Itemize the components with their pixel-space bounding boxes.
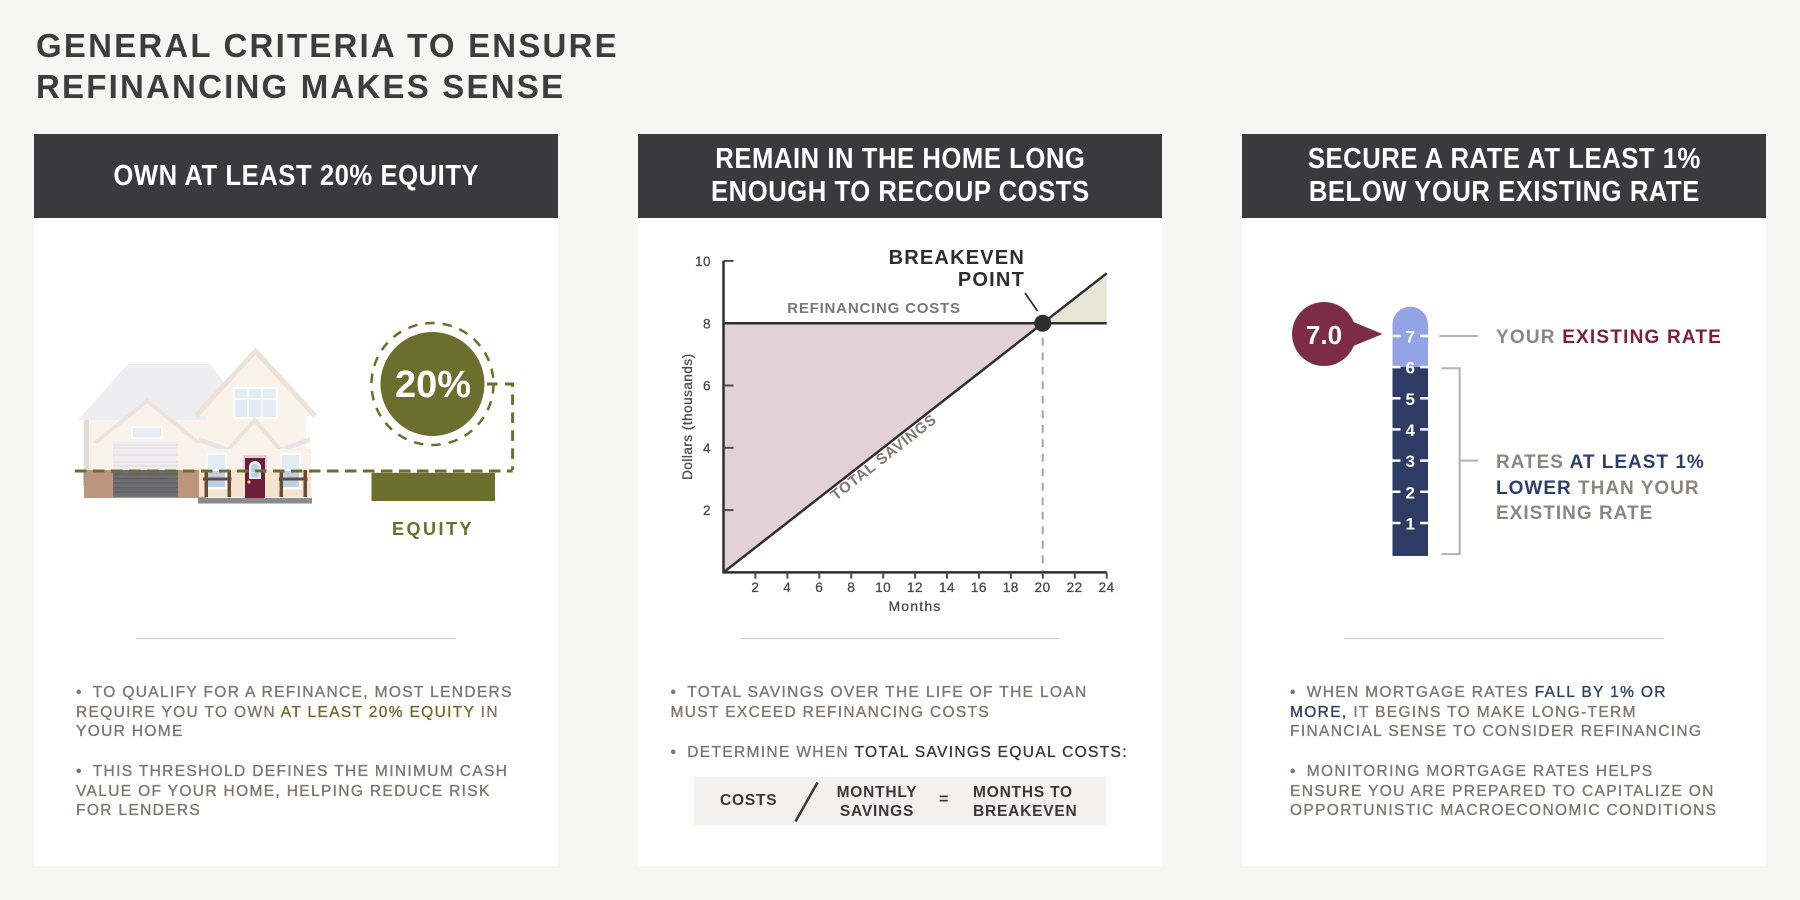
svg-text:20: 20 bbox=[1035, 580, 1051, 595]
svg-text:4: 4 bbox=[1405, 421, 1415, 440]
svg-text:22: 22 bbox=[1067, 580, 1083, 595]
svg-text:3: 3 bbox=[1405, 452, 1414, 471]
svg-text:1: 1 bbox=[1405, 515, 1414, 534]
svg-text:2: 2 bbox=[1405, 483, 1414, 502]
svg-text:2: 2 bbox=[751, 580, 759, 595]
svg-text:Dollars (thousands): Dollars (thousands) bbox=[680, 353, 695, 480]
svg-text:10: 10 bbox=[875, 580, 891, 595]
svg-text:8: 8 bbox=[703, 316, 711, 331]
svg-text:16: 16 bbox=[971, 580, 987, 595]
svg-text:5: 5 bbox=[1405, 390, 1414, 409]
svg-text:6: 6 bbox=[703, 379, 711, 394]
svg-text:7: 7 bbox=[1405, 328, 1414, 347]
svg-text:4: 4 bbox=[703, 441, 711, 456]
svg-text:18: 18 bbox=[1003, 580, 1019, 595]
svg-text:14: 14 bbox=[939, 580, 955, 595]
svg-text:8: 8 bbox=[847, 580, 855, 595]
svg-text:Months: Months bbox=[888, 598, 941, 614]
svg-text:6: 6 bbox=[1405, 359, 1414, 378]
svg-text:24: 24 bbox=[1099, 580, 1115, 595]
svg-text:2: 2 bbox=[703, 503, 711, 518]
svg-text:10: 10 bbox=[695, 254, 711, 269]
svg-text:6: 6 bbox=[815, 580, 823, 595]
svg-text:12: 12 bbox=[907, 580, 923, 595]
svg-text:4: 4 bbox=[783, 580, 791, 595]
